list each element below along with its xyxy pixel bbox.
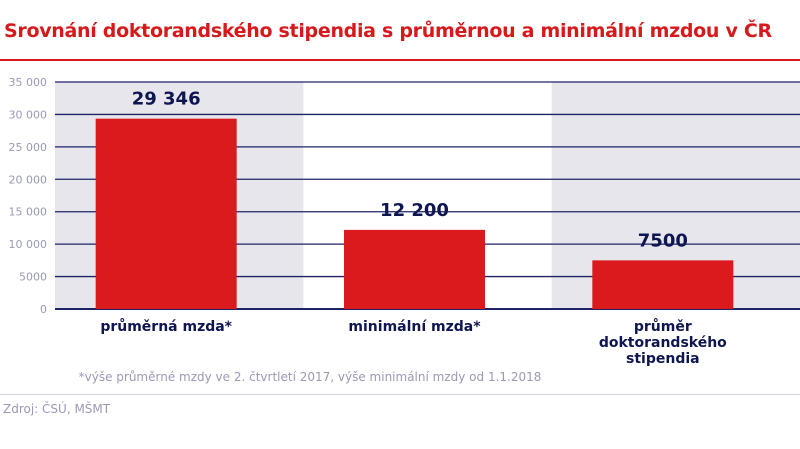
data-label: 29 346: [132, 89, 201, 110]
x-category-label: stipendia: [626, 351, 700, 367]
footnote: *výše průměrné mzdy ve 2. čtvrtletí 2017…: [78, 370, 542, 384]
source-note: Zdroj: ČSÚ, MŠMT: [3, 402, 111, 416]
x-category-label: doktorandského: [599, 335, 727, 351]
y-tick-label: 15 000: [9, 206, 48, 219]
y-tick-label: 25 000: [9, 141, 48, 154]
y-tick-label: 30 000: [9, 108, 48, 121]
y-tick-label: 10 000: [9, 238, 48, 251]
y-tick-label: 5000: [19, 271, 47, 284]
y-tick-label: 0: [40, 303, 47, 316]
chart-title: Srovnání doktorandského stipendia s prům…: [4, 20, 772, 42]
y-tick-label: 20 000: [9, 173, 48, 186]
footnote-divider: [0, 394, 800, 395]
x-category-label: průměr: [634, 318, 692, 335]
x-category-label: průměrná mzda*: [100, 318, 232, 335]
bar: [344, 229, 485, 309]
bar: [95, 118, 237, 309]
x-category-label: minimální mzda*: [348, 319, 481, 335]
data-label: 12 200: [380, 200, 449, 221]
bar-chart: 0 5000 10 000 15 000 20 000 25 000 30 000 35 00…: [9, 76, 800, 367]
y-tick-label: 35 000: [9, 76, 48, 89]
title-divider: [0, 59, 800, 61]
bar: [592, 260, 734, 309]
data-label: 7500: [638, 230, 688, 251]
